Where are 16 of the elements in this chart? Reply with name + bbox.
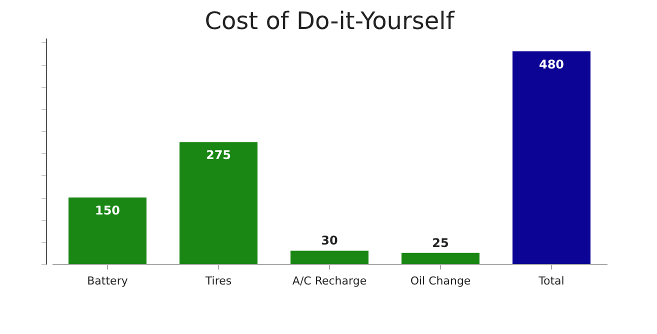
data-label: 480 [538, 57, 564, 72]
x-tick-label: A/C Recharge [292, 274, 367, 288]
data-label: 150 [94, 204, 120, 218]
bar [512, 51, 590, 264]
x-tick-label: Oil Change [410, 274, 471, 288]
data-label: 275 [206, 148, 232, 162]
data-label: 25 [432, 236, 449, 250]
x-tick-label: Battery [87, 274, 128, 288]
data-label: 30 [321, 234, 338, 248]
bar [68, 198, 146, 264]
bar [290, 250, 368, 264]
x-tick-label: Total [538, 274, 564, 288]
bar [402, 252, 480, 264]
chart-title: Cost of Do-it-Yourself [204, 7, 455, 35]
bar [180, 142, 258, 264]
x-tick-label: Tires [204, 274, 232, 288]
